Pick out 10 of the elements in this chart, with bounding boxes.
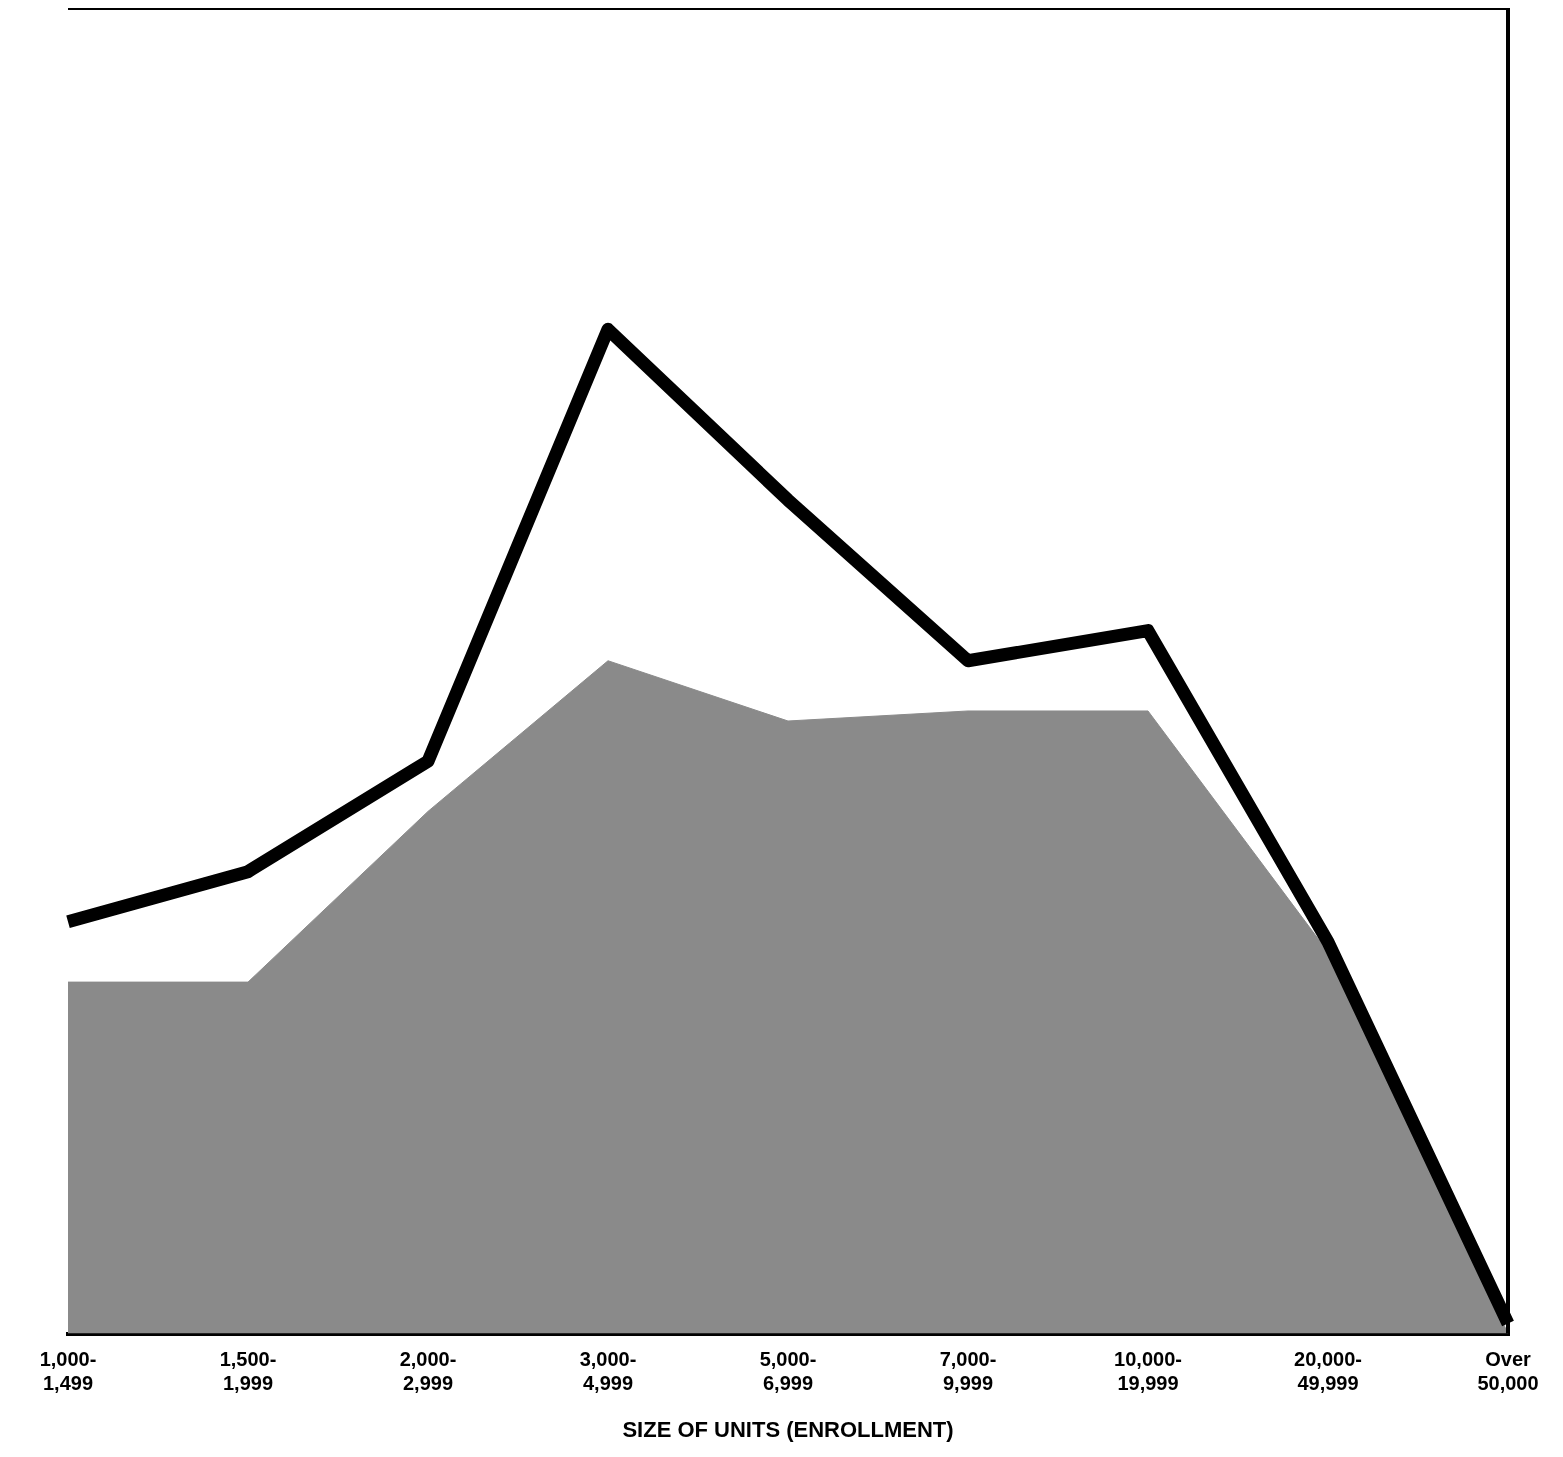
x-tick-label: 10,000-19,999 [1114,1348,1182,1395]
x-axis-title: SIZE OF UNITS (ENROLLMENT) [622,1416,954,1442]
x-tick-label: 2,000-2,999 [399,1348,457,1395]
x-tick-label: Over 50,000 [1477,1348,1539,1395]
x-tick-label: 3,000-4,999 [579,1348,637,1395]
x-tick-label: 7,000-9,999 [939,1348,997,1395]
x-tick-label: 20,000-49,999 [1294,1348,1362,1395]
x-tick-label: 1,000-1,499 [39,1348,97,1395]
x-tick-label: 1,500-1,999 [219,1348,277,1395]
x-tick-label: 5,000-6,999 [759,1348,817,1395]
